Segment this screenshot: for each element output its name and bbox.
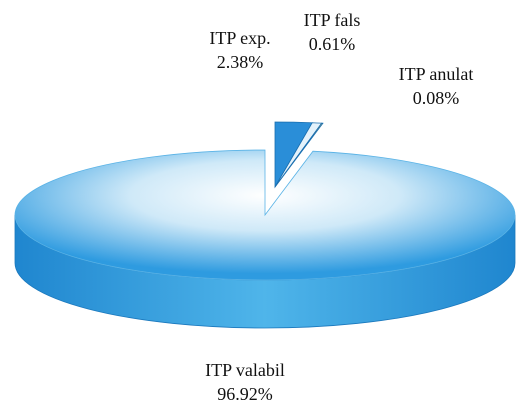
slice-label: ITP fals (304, 10, 361, 30)
labels: ITP exp. 2.38% ITP fals 0.61% ITP anulat 0.08… (205, 10, 473, 404)
slice-value-label: 0.08% (413, 88, 460, 108)
slice-value-label: 96.92% (217, 384, 273, 404)
slice-value-label: 2.38% (217, 52, 264, 72)
slice-label: ITP valabil (205, 360, 285, 380)
slice-label: ITP anulat (399, 64, 474, 84)
slice-label: ITP exp. (209, 28, 270, 48)
pie-slice (274, 122, 324, 188)
slice-value-label: 0.61% (309, 34, 356, 54)
pie-slice (14, 149, 516, 281)
